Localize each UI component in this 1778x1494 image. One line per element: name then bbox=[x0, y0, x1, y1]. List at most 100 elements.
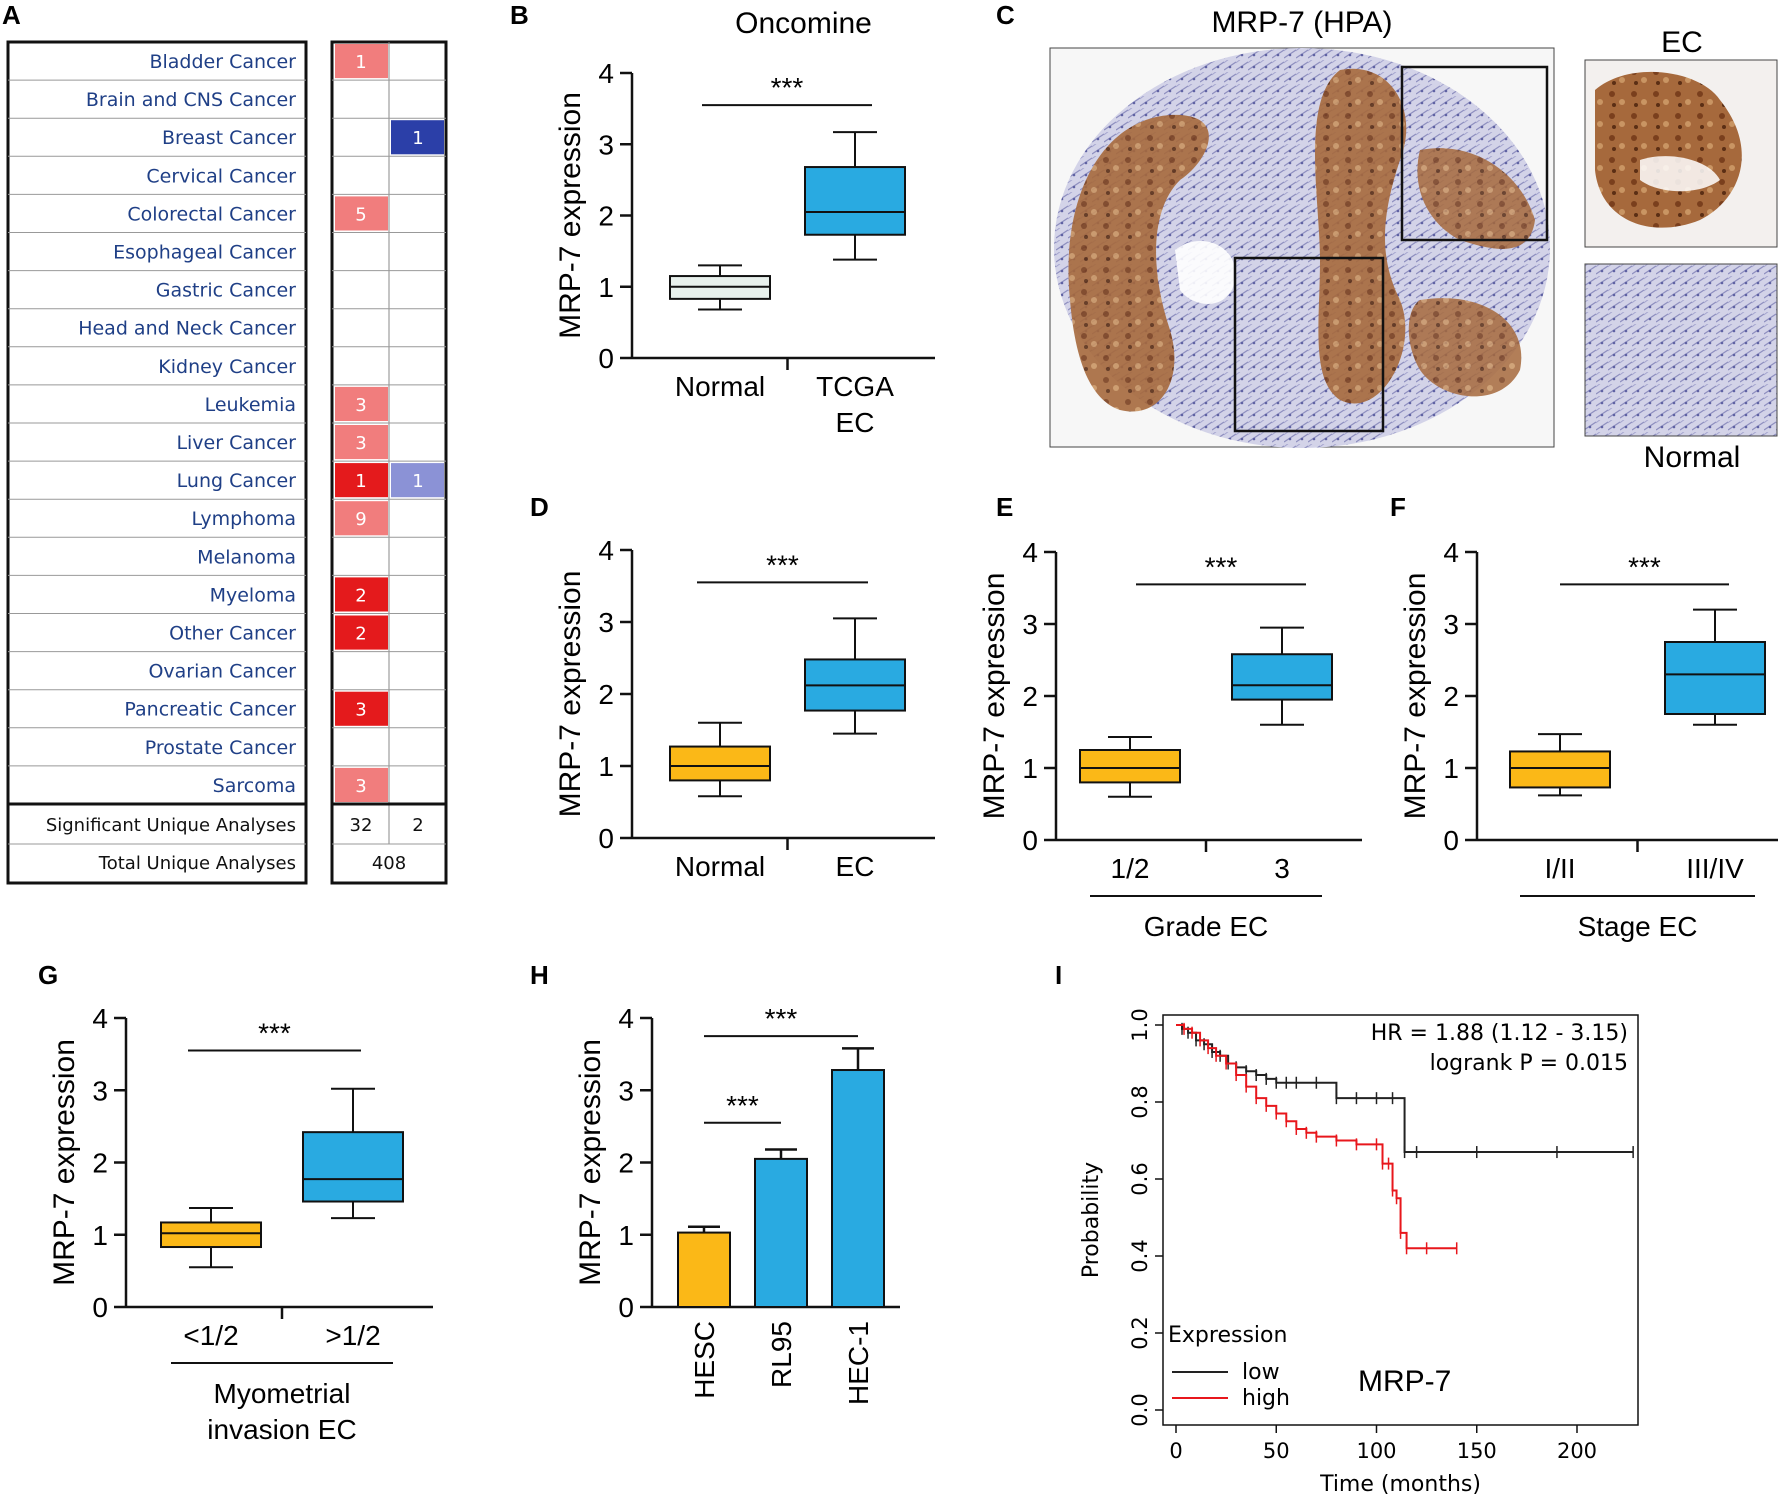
panel-label-e: E bbox=[996, 492, 1013, 522]
box-iii-iv bbox=[1664, 608, 1766, 726]
bar-hesc bbox=[677, 1231, 731, 1309]
y-tick-label: 3 bbox=[1022, 609, 1038, 640]
box--1-2 bbox=[160, 1207, 262, 1269]
group-label-line: Myometrial bbox=[214, 1378, 351, 1409]
ec-inset-label: EC bbox=[1661, 26, 1703, 59]
significance-stars: *** bbox=[726, 1090, 759, 1121]
panel-label-f: F bbox=[1390, 492, 1406, 522]
box-iqr bbox=[160, 1221, 262, 1249]
group-label: Grade EC bbox=[1144, 911, 1269, 942]
x-tick-label: HEC-1 bbox=[843, 1321, 874, 1405]
km-plot-frame bbox=[1162, 1014, 1639, 1426]
x-tick-label: Normal bbox=[675, 851, 765, 882]
legend-label-high: high bbox=[1242, 1386, 1290, 1411]
box--1-2 bbox=[302, 1087, 404, 1220]
bar-rl95 bbox=[754, 1157, 808, 1308]
x-tick-label: 100 bbox=[1356, 1439, 1396, 1463]
x-tick-label-line: I/II bbox=[1544, 853, 1575, 884]
y-axis-label: MRP-7 expression bbox=[554, 571, 587, 818]
underexpression-count: 1 bbox=[412, 471, 423, 492]
hpa-title: MRP-7 (HPA) bbox=[1211, 6, 1392, 39]
y-tick-label: 1 bbox=[618, 1220, 634, 1251]
y-tick-label: 1 bbox=[598, 272, 614, 303]
overexpression-cell bbox=[335, 425, 388, 460]
box-iqr bbox=[1079, 749, 1181, 784]
y-tick-label: 1 bbox=[598, 751, 614, 782]
cancer-name: Pancreatic Cancer bbox=[124, 699, 296, 721]
panel-g: G 0 1 2 3 4 MRP-7 expression <1/2 >1/2 *** Myometr… bbox=[38, 960, 433, 1445]
box-normal bbox=[669, 721, 771, 798]
cancer-name: Cervical Cancer bbox=[146, 165, 296, 187]
y-tick-label: 4 bbox=[598, 58, 614, 89]
x-tick-label: 200 bbox=[1557, 1439, 1597, 1463]
x-tick-label: RL95 bbox=[766, 1321, 797, 1388]
x-tick-label: TCGA EC bbox=[816, 371, 894, 438]
overexpression-count: 3 bbox=[355, 395, 366, 416]
box-3 bbox=[1231, 626, 1333, 726]
overexpression-count: 3 bbox=[355, 700, 366, 721]
panel-c: C MRP-7 (HPA) EC Normal bbox=[996, 0, 1778, 474]
y-axis-label: Probability bbox=[1079, 1162, 1104, 1278]
significance-stars: *** bbox=[766, 549, 799, 580]
y-tick-label: 0.2 bbox=[1128, 1316, 1152, 1349]
significant-analyses-label: Significant Unique Analyses bbox=[46, 815, 296, 836]
y-tick-label: 2 bbox=[1022, 681, 1038, 712]
panel-e: E 0 1 2 3 4 MRP-7 expression 1/2 3 *** Grade EC bbox=[978, 492, 1362, 942]
y-axis-label: MRP-7 expression bbox=[48, 1039, 81, 1286]
y-tick-label: 1.0 bbox=[1128, 1008, 1152, 1041]
x-tick-label-line: 3 bbox=[1274, 853, 1290, 884]
group-label-line: Stage EC bbox=[1578, 911, 1698, 942]
underexpression-cell bbox=[391, 120, 444, 155]
x-tick-label: 3 bbox=[1274, 853, 1290, 884]
y-tick-label: 3 bbox=[618, 1075, 634, 1106]
x-tick-label-line: Normal bbox=[675, 371, 765, 402]
cancer-name: Kidney Cancer bbox=[158, 356, 296, 378]
box-normal bbox=[669, 264, 771, 311]
box-iqr bbox=[669, 745, 771, 782]
y-tick-label: 1 bbox=[92, 1220, 108, 1251]
y-tick-label: 0 bbox=[92, 1292, 108, 1323]
cancer-name: Ovarian Cancer bbox=[148, 661, 296, 683]
group-label: Stage EC bbox=[1578, 911, 1698, 942]
x-tick-label: EC bbox=[836, 851, 875, 882]
cancer-name: Head and Neck Cancer bbox=[78, 318, 296, 340]
x-tick-label-line: III/IV bbox=[1686, 853, 1744, 884]
x-tick-label-line: EC bbox=[836, 851, 875, 882]
y-tick-label: 0 bbox=[618, 1292, 634, 1323]
overexpression-cell bbox=[335, 615, 388, 650]
normal-region-box bbox=[1233, 256, 1385, 433]
y-tick-label: 1 bbox=[1022, 753, 1038, 784]
cancer-name: Lung Cancer bbox=[177, 470, 297, 492]
significance-stars: *** bbox=[258, 1018, 291, 1049]
y-tick-label: 0 bbox=[1443, 825, 1459, 856]
panel-d: D 0 1 2 3 4 MRP-7 expression Normal EC *** bbox=[530, 492, 935, 882]
x-tick-label-line: >1/2 bbox=[325, 1320, 380, 1351]
y-tick-label: 0.0 bbox=[1128, 1393, 1152, 1426]
y-tick-label: 4 bbox=[618, 1003, 634, 1034]
cancer-name: Liver Cancer bbox=[176, 432, 296, 454]
y-tick-label: 1 bbox=[1443, 753, 1459, 784]
panel-label-i: I bbox=[1055, 960, 1062, 990]
x-tick-label: 1/2 bbox=[1111, 853, 1150, 884]
ec-inset-image bbox=[1584, 59, 1778, 248]
x-tick-label-line: EC bbox=[836, 407, 875, 438]
panel-f: F 0 1 2 3 4 MRP-7 expression I/II III/IV *** Stage… bbox=[1390, 492, 1778, 942]
cancer-name: Esophageal Cancer bbox=[113, 242, 296, 264]
cancer-name-column bbox=[6, 40, 308, 885]
y-tick-label: 4 bbox=[1443, 537, 1459, 568]
cancer-name: Colorectal Cancer bbox=[127, 203, 296, 225]
x-tick-label: III/IV bbox=[1686, 853, 1744, 884]
y-axis-label: MRP-7 expression bbox=[1399, 573, 1432, 820]
box-ec bbox=[804, 617, 906, 735]
overexpression-cell bbox=[335, 767, 388, 802]
underexpression-cell bbox=[391, 463, 444, 498]
underexpression-count: 1 bbox=[412, 128, 423, 149]
hazard-ratio: HR = 1.88 (1.12 - 3.15) bbox=[1371, 1021, 1628, 1046]
y-tick-label: 2 bbox=[598, 679, 614, 710]
x-tick-label: <1/2 bbox=[183, 1320, 238, 1351]
normal-inset-image bbox=[1584, 263, 1778, 437]
x-tick-label: >1/2 bbox=[325, 1320, 380, 1351]
x-tick-label-line: TCGA bbox=[816, 371, 894, 402]
significant-down-count: 2 bbox=[412, 815, 423, 836]
cancer-name: Lymphoma bbox=[192, 508, 296, 530]
